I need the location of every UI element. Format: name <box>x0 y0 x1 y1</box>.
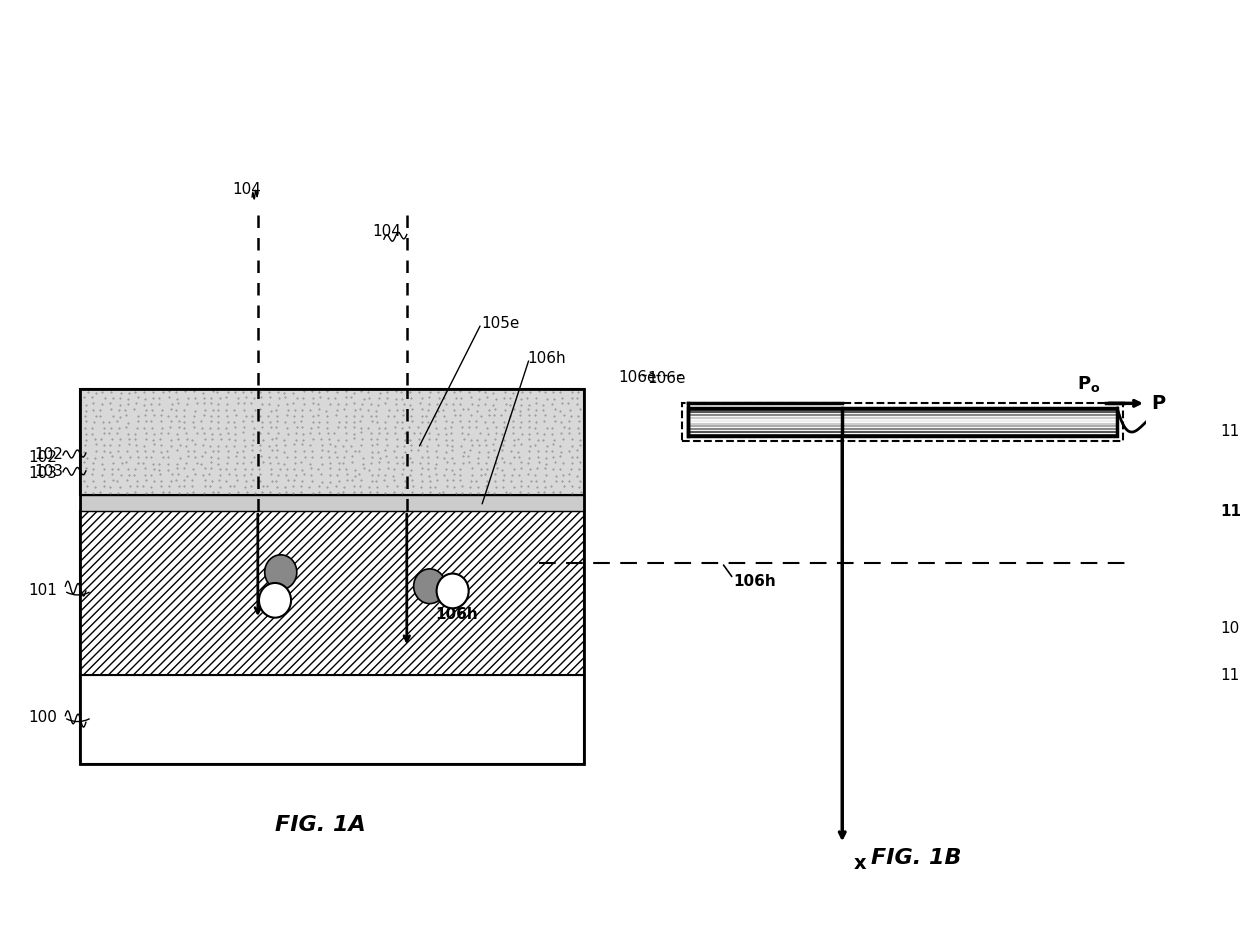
Text: 105e: 105e <box>481 316 520 331</box>
Text: 112: 112 <box>1220 668 1240 683</box>
Text: x: x <box>853 854 867 872</box>
Text: 108: 108 <box>1220 621 1240 636</box>
Bar <box>81 675 584 764</box>
Ellipse shape <box>436 573 469 609</box>
Ellipse shape <box>414 568 445 604</box>
Text: 102: 102 <box>29 450 57 465</box>
Text: 100: 100 <box>29 710 57 725</box>
Text: $\mathbf{P_o}$: $\mathbf{P_o}$ <box>1076 374 1100 394</box>
Text: 104: 104 <box>232 182 260 197</box>
Text: 103: 103 <box>29 466 57 481</box>
Text: 103: 103 <box>33 464 63 479</box>
Text: 110: 110 <box>1220 504 1240 519</box>
Text: 106h: 106h <box>733 574 776 589</box>
Text: FIG. 1A: FIG. 1A <box>275 815 366 836</box>
Text: FIG. 1B: FIG. 1B <box>872 848 962 869</box>
Ellipse shape <box>264 554 296 590</box>
Text: 104: 104 <box>372 224 402 239</box>
Bar <box>81 389 584 764</box>
Text: 106e: 106e <box>647 371 686 386</box>
Text: 101: 101 <box>29 583 57 598</box>
Text: 106h: 106h <box>435 607 479 622</box>
Ellipse shape <box>259 582 291 618</box>
Text: 106e: 106e <box>619 370 657 385</box>
Bar <box>81 389 584 495</box>
Text: P: P <box>1152 394 1166 413</box>
Text: 106h: 106h <box>527 351 565 366</box>
Bar <box>81 511 584 675</box>
Bar <box>682 403 1123 441</box>
Text: 112: 112 <box>1220 424 1240 439</box>
Bar <box>81 495 584 511</box>
Text: 102: 102 <box>35 447 63 462</box>
Bar <box>687 408 1117 436</box>
